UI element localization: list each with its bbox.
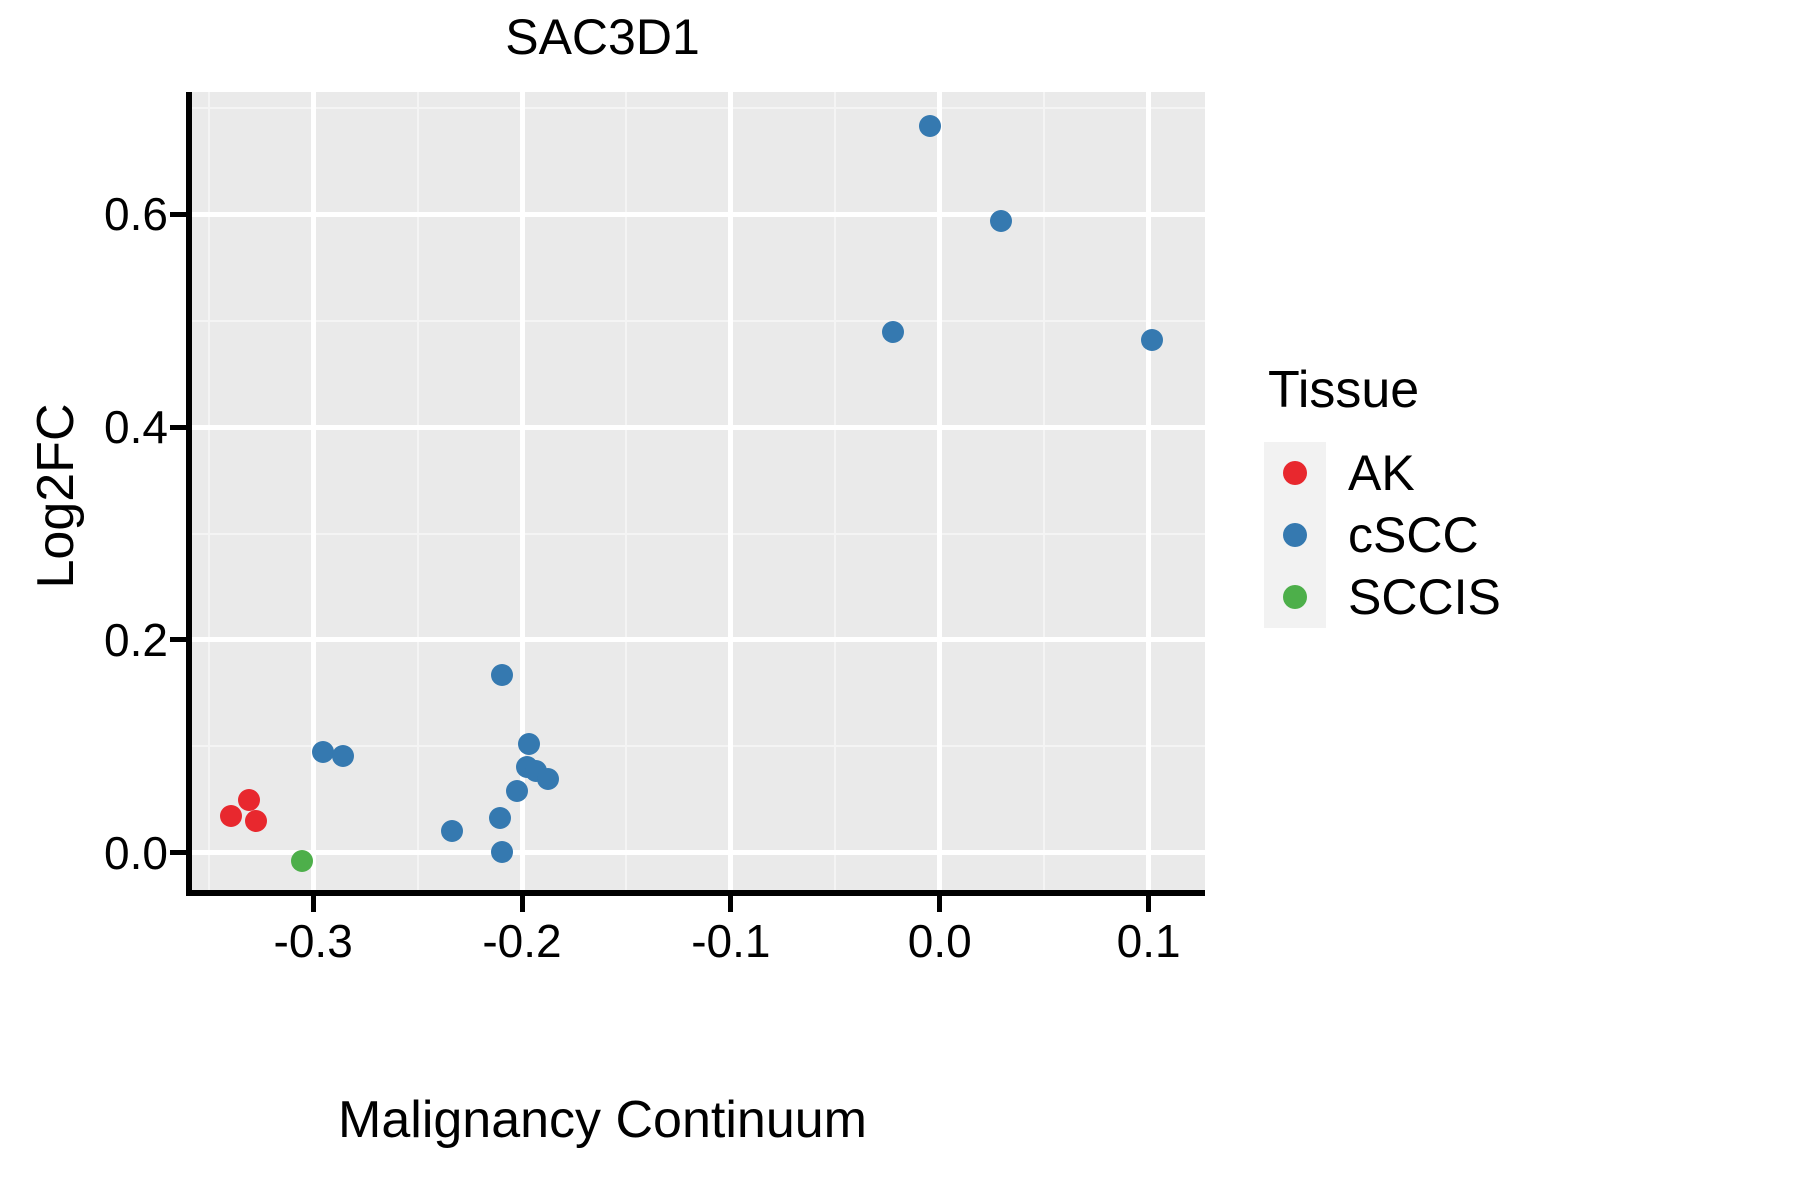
data-point xyxy=(238,788,261,811)
gridline-vertical-minor xyxy=(416,92,419,890)
gridline-vertical-minor xyxy=(207,92,210,890)
data-point xyxy=(491,840,514,863)
legend: Tissue AK cSCC SCCIS xyxy=(1264,360,1684,628)
x-axis-line xyxy=(186,890,1205,896)
y-tick-label: 0.6 xyxy=(104,188,168,241)
data-point xyxy=(505,780,528,803)
legend-title: Tissue xyxy=(1268,361,1420,419)
gridline-horizontal xyxy=(192,211,1205,217)
y-axis-title: Log2FC xyxy=(27,403,85,589)
gridline-vertical-minor xyxy=(834,92,837,890)
y-tick-mark xyxy=(170,424,186,430)
gridline-vertical-minor xyxy=(625,92,628,890)
gridline-vertical-minor xyxy=(1043,92,1046,890)
x-tick-mark xyxy=(728,896,734,912)
plot-panel xyxy=(192,92,1205,890)
legend-item-label: AK xyxy=(1348,445,1415,501)
gridline-vertical xyxy=(728,92,734,890)
gridline-vertical xyxy=(937,92,943,890)
y-tick-label: 0.0 xyxy=(104,826,168,879)
x-axis-title: Malignancy Continuum xyxy=(338,1091,867,1149)
data-point xyxy=(219,804,242,827)
data-point xyxy=(244,809,267,832)
data-point xyxy=(518,733,541,756)
gridline-horizontal xyxy=(192,637,1205,643)
legend-key-swatch xyxy=(1264,566,1326,628)
legend-dot-icon xyxy=(1283,523,1307,547)
x-tick-label: -0.2 xyxy=(482,915,562,967)
gridline-horizontal-minor xyxy=(192,106,1205,109)
x-tick-mark xyxy=(310,896,316,912)
gridline-horizontal-minor xyxy=(192,745,1205,748)
gridline-horizontal xyxy=(192,850,1205,856)
data-point xyxy=(491,664,514,687)
legend-key-swatch xyxy=(1264,504,1326,566)
x-tick-label: 0.0 xyxy=(907,915,972,967)
y-tick-mark xyxy=(170,211,186,217)
y-axis-line xyxy=(186,92,192,890)
data-point xyxy=(290,850,313,873)
x-tick-label: 0.1 xyxy=(1116,915,1181,967)
gridline-vertical xyxy=(1146,92,1152,890)
legend-item-label: SCCIS xyxy=(1348,569,1501,625)
gridline-horizontal-minor xyxy=(192,319,1205,322)
legend-item-sccis[interactable]: SCCIS xyxy=(1264,566,1684,628)
gridline-horizontal xyxy=(192,424,1205,430)
legend-item-cscc[interactable]: cSCC xyxy=(1264,504,1684,566)
y-tick-label: 0.4 xyxy=(104,401,168,454)
gridline-vertical xyxy=(310,92,316,890)
data-point xyxy=(990,209,1013,232)
x-tick-mark xyxy=(1146,896,1152,912)
gridline-horizontal-minor xyxy=(192,532,1205,535)
data-point xyxy=(332,744,355,767)
legend-item-ak[interactable]: AK xyxy=(1264,442,1684,504)
data-point xyxy=(881,321,904,344)
data-point xyxy=(919,115,942,138)
legend-items: AK cSCC SCCIS xyxy=(1264,442,1684,628)
page-title: SAC3D1 xyxy=(505,9,700,65)
legend-dot-icon xyxy=(1283,461,1307,485)
data-point xyxy=(311,740,334,763)
x-tick-label: -0.3 xyxy=(273,915,353,967)
x-tick-mark xyxy=(519,896,525,912)
data-point xyxy=(1140,328,1163,351)
gridline-vertical xyxy=(519,92,525,890)
x-tick-label: -0.1 xyxy=(691,915,771,967)
y-tick-mark xyxy=(170,850,186,856)
y-tick-label: 0.2 xyxy=(104,613,168,666)
x-tick-mark xyxy=(937,896,943,912)
data-point xyxy=(441,820,464,843)
legend-dot-icon xyxy=(1283,585,1307,609)
legend-item-label: cSCC xyxy=(1348,507,1479,563)
data-point xyxy=(537,768,560,791)
y-tick-mark xyxy=(170,637,186,643)
legend-key-swatch xyxy=(1264,442,1326,504)
data-point xyxy=(489,806,512,829)
